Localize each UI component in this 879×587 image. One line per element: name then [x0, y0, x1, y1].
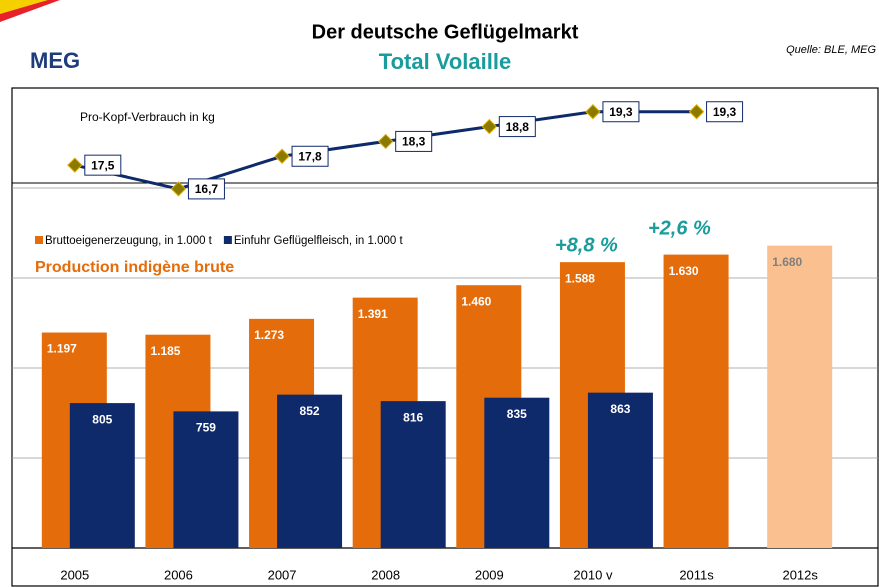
data-label: 805	[92, 412, 112, 426]
legend-swatch	[35, 236, 43, 244]
marker	[481, 118, 498, 135]
data-label-box	[498, 116, 536, 138]
data-label: 17,8	[298, 149, 322, 163]
data-label-box	[291, 145, 329, 167]
data-label-box	[602, 101, 640, 123]
annotation: +2,6 %	[648, 217, 711, 239]
bar	[767, 245, 833, 548]
bar	[587, 392, 653, 548]
series-label: Pro-Kopf-Verbrauch in kg	[80, 110, 215, 124]
x-tick-label: 2005	[60, 567, 89, 582]
data-label: 816	[403, 410, 423, 424]
data-label: 1.588	[565, 271, 595, 285]
bar	[380, 401, 446, 548]
annotation: Production indigène brute	[35, 259, 234, 276]
data-label: 1.273	[254, 328, 284, 342]
marker	[67, 157, 83, 173]
data-label: 18,8	[506, 120, 530, 134]
data-label: 17,5	[91, 158, 115, 172]
data-label: 16,7	[195, 182, 219, 196]
marker	[688, 104, 705, 120]
data-label-box	[187, 178, 225, 200]
data-label: 759	[196, 421, 216, 435]
data-label: 18,3	[402, 135, 426, 149]
data-label: 19,3	[609, 105, 633, 119]
data-label: 852	[300, 404, 320, 418]
chart-subtitle: Total Volaille	[379, 49, 511, 74]
bar	[277, 394, 343, 548]
data-label: 19,3	[713, 105, 737, 119]
x-tick-label: 2010 v	[573, 567, 613, 582]
bar	[69, 403, 135, 548]
data-label: 1.391	[358, 307, 388, 321]
bar	[663, 254, 729, 548]
data-label: 1.460	[461, 294, 491, 308]
x-tick-label: 2012s	[782, 567, 818, 582]
data-label: 1.197	[47, 342, 77, 356]
legend-swatch	[223, 236, 232, 244]
bar	[173, 411, 239, 548]
x-tick-label: 2006	[164, 567, 193, 582]
x-tick-label: 2007	[268, 567, 297, 582]
data-label: 1.185	[150, 344, 180, 358]
x-tick-label: 2008	[371, 567, 400, 582]
corner-decoration	[0, 0, 48, 14]
annotation: +8,8 %	[555, 234, 618, 256]
data-label: 1.630	[669, 264, 699, 278]
data-label-box	[706, 101, 744, 123]
data-label-box	[84, 154, 122, 176]
data-label: 863	[610, 402, 630, 416]
data-label-box	[395, 130, 433, 152]
chart-title: Der deutsche Geflügelmarkt	[312, 21, 579, 43]
marker	[274, 148, 290, 164]
marker	[585, 104, 601, 120]
source: Quelle: BLE, MEG	[786, 44, 876, 56]
data-label: 1.680	[772, 255, 802, 269]
marker	[377, 133, 394, 150]
x-tick-label: 2011s	[679, 567, 714, 582]
frame	[11, 87, 879, 587]
data-label: 835	[507, 407, 527, 421]
bar	[484, 397, 550, 548]
logo: MEG	[30, 48, 80, 73]
legend-label: Bruttoeigenerzeugung, in 1.000 t	[45, 235, 213, 247]
marker	[170, 181, 187, 197]
legend-label: Einfuhr Geflügelfleisch, in 1.000 t	[234, 235, 404, 247]
x-tick-label: 2009	[475, 567, 504, 582]
